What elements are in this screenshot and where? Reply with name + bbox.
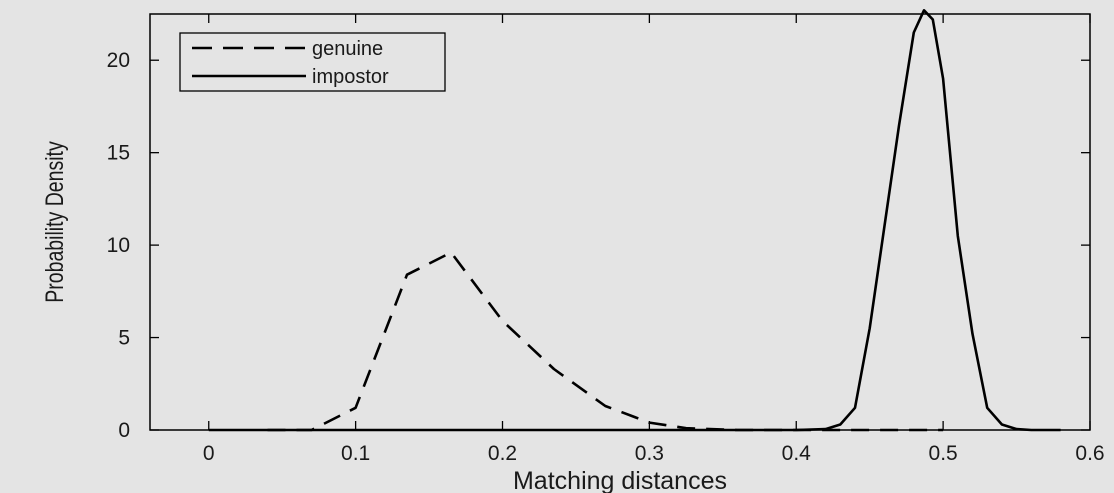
x-tick-label: 0.1 — [341, 442, 370, 465]
ticks-layer: 0 0.1 0.2 0.3 0.4 0.5 0.6 0 5 10 15 20 — [107, 14, 1105, 465]
x-tick-label: 0.2 — [488, 442, 517, 465]
y-tick-label: 10 — [107, 234, 130, 257]
x-axis-title: Matching distances — [513, 467, 727, 493]
axes-box — [149, 13, 1091, 431]
y-tick-label: 0 — [118, 419, 130, 442]
x-tick-label: 0.3 — [635, 442, 664, 465]
series-line-genuine — [267, 251, 944, 432]
y-axis-title: Probability Density — [41, 141, 69, 303]
y-tick-label: 20 — [107, 49, 130, 72]
x-tick-label: 0 — [203, 442, 215, 465]
legend-label-impostor: impostor — [312, 66, 389, 88]
y-tick-label: 15 — [107, 142, 130, 165]
x-tick-label: 0.5 — [929, 442, 958, 465]
legend-label-genuine: genuine — [312, 38, 383, 60]
x-tick-label: 0.6 — [1075, 442, 1104, 465]
x-tick-label: 0.4 — [782, 442, 812, 465]
y-tick-label: 5 — [118, 327, 130, 350]
legend: genuine impostor — [179, 32, 446, 92]
legend-box — [179, 32, 446, 92]
